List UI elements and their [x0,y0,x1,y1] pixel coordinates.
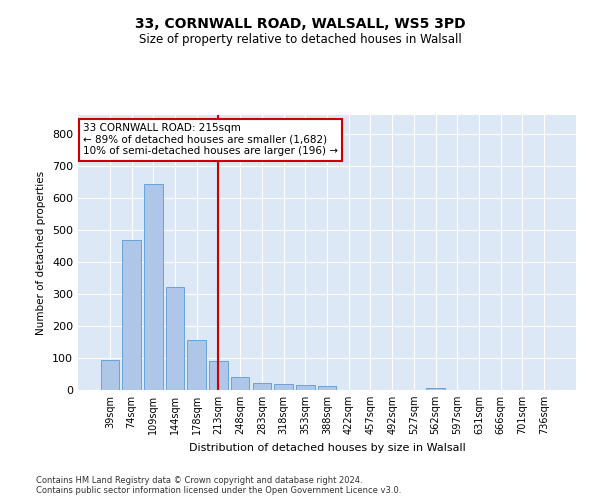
Bar [274,384,293,390]
Text: Contains HM Land Registry data © Crown copyright and database right 2024.
Contai: Contains HM Land Registry data © Crown c… [36,476,401,495]
Text: 33, CORNWALL ROAD, WALSALL, WS5 3PD: 33, CORNWALL ROAD, WALSALL, WS5 3PD [134,18,466,32]
X-axis label: Distribution of detached houses by size in Walsall: Distribution of detached houses by size … [188,442,466,452]
Bar [427,388,445,390]
Bar [187,340,206,390]
Text: 33 CORNWALL ROAD: 215sqm
← 89% of detached houses are smaller (1,682)
10% of sem: 33 CORNWALL ROAD: 215sqm ← 89% of detach… [83,123,338,156]
Text: Size of property relative to detached houses in Walsall: Size of property relative to detached ho… [139,32,461,46]
Bar [122,240,141,390]
Bar [101,360,119,390]
Bar [144,184,163,390]
Bar [166,286,184,390]
Y-axis label: Number of detached properties: Number of detached properties [37,170,46,334]
Bar [296,384,314,390]
Bar [231,377,250,390]
Bar [209,360,227,390]
Bar [318,386,336,390]
Bar [253,383,271,390]
